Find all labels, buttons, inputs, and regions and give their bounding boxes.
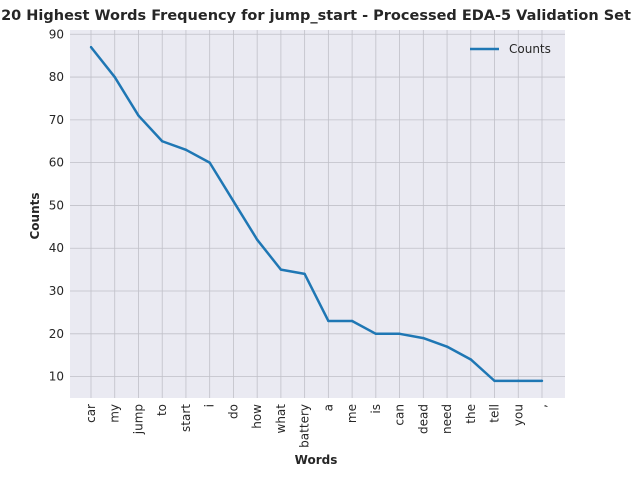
chart-title: 20 Highest Words Frequency for jump_star… (1, 8, 631, 24)
data-point (469, 358, 472, 361)
y-axis-label: Counts (28, 192, 42, 239)
data-point (161, 140, 164, 143)
y-tick-label: 40 (49, 241, 64, 255)
x-tick-label: start (179, 404, 193, 432)
legend-label-counts: Counts (509, 42, 551, 56)
series-line-counts (90, 46, 542, 383)
x-tick-label: need (440, 404, 454, 434)
data-point (445, 345, 449, 348)
x-tick-label: how (250, 404, 264, 429)
data-point (279, 268, 283, 271)
grid (70, 30, 565, 398)
y-tick-label: 60 (49, 156, 64, 170)
data-point (327, 319, 330, 323)
x-tick-label: jump (131, 404, 145, 435)
x-tick-label: dead (416, 404, 430, 434)
y-tick-label: 80 (49, 70, 64, 84)
x-tick-label: what (274, 404, 288, 434)
x-tick-label: is (369, 404, 383, 414)
x-tick-label: me (345, 404, 359, 423)
x-tick-label: , (535, 404, 549, 408)
data-point (374, 332, 378, 336)
data-point (517, 379, 520, 383)
data-point (303, 272, 306, 276)
x-tick-label: my (108, 404, 122, 423)
y-tick-label: 70 (49, 113, 64, 127)
y-tick-label: 20 (49, 327, 64, 341)
y-axis: 10 20 30 40 50 60 70 80 90 (49, 27, 64, 383)
x-tick-label: tell (488, 404, 502, 423)
data-point (113, 75, 116, 79)
x-axis-label: Words (295, 453, 338, 467)
x-tick-label: a (321, 404, 335, 411)
x-tick-label: can (393, 404, 407, 426)
legend: Counts (470, 42, 551, 56)
x-tick-label: to (155, 404, 169, 416)
data-point (208, 161, 211, 164)
data-point (350, 319, 354, 323)
y-tick-label: 30 (49, 284, 64, 298)
y-tick-label: 50 (49, 198, 64, 212)
data-point (540, 379, 544, 383)
plot-area (70, 30, 565, 398)
x-tick-label: i (203, 404, 217, 407)
y-tick-label: 10 (49, 370, 64, 384)
data-point (398, 332, 401, 336)
data-point (422, 336, 425, 340)
data-point (184, 148, 188, 152)
data-point (137, 114, 140, 117)
data-point (255, 238, 259, 241)
x-axis: car my jump to start i do how what battery a me is ca… (84, 404, 549, 448)
x-tick-label: battery (298, 404, 312, 448)
data-point (493, 379, 496, 383)
x-tick-label: car (84, 404, 98, 423)
data-point (89, 45, 93, 49)
y-tick-label: 90 (49, 27, 64, 41)
x-tick-label: the (464, 404, 478, 424)
x-tick-label: do (226, 404, 240, 419)
data-point (232, 199, 235, 203)
series-layer (89, 45, 544, 383)
x-tick-label: you (511, 404, 525, 426)
